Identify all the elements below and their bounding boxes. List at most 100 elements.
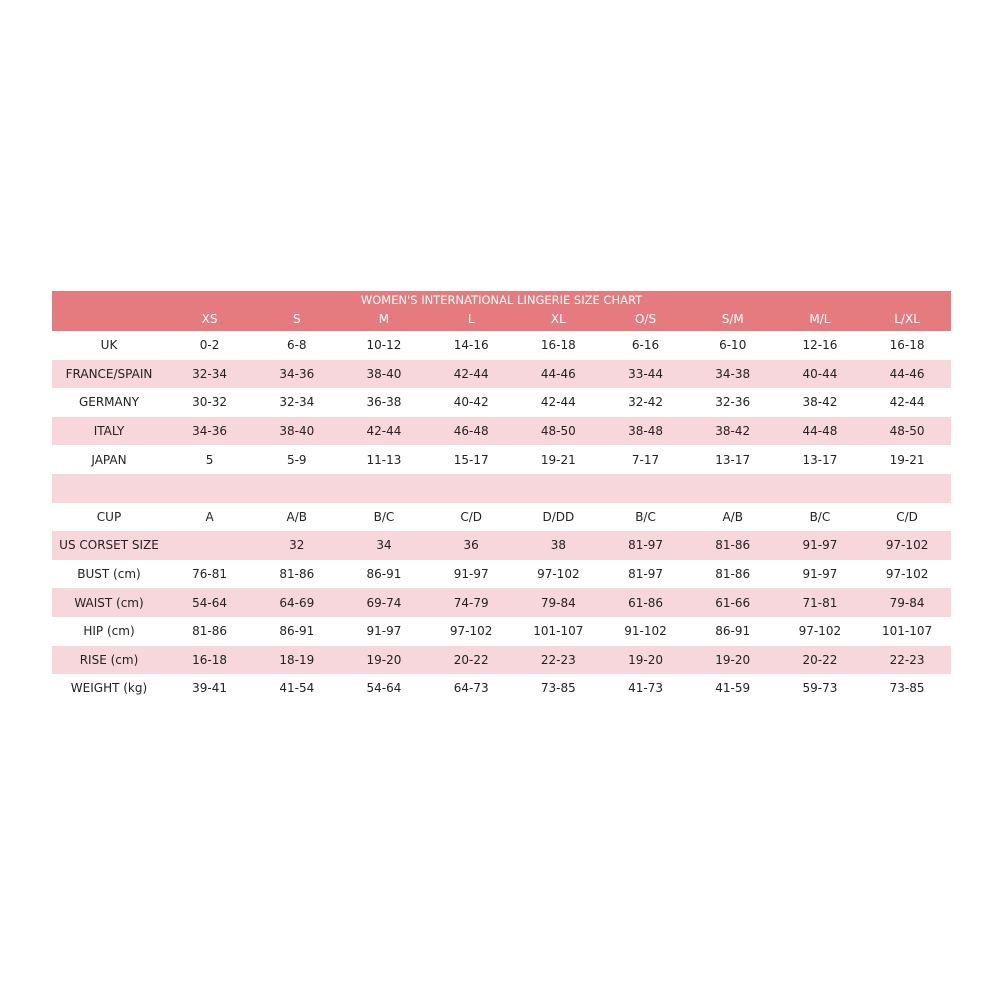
table-cell: 40-44 (802, 366, 838, 381)
table-cell: 34 (376, 538, 392, 553)
size-header-3: L (467, 312, 475, 326)
table-cell: 19-21 (540, 452, 576, 467)
table-cell: 86-91 (366, 567, 402, 582)
table-row: RISE (cm) 16-18 18-19 19-20 20-22 22-23 19-20 1… (52, 645, 951, 675)
table-cell: 14-16 (453, 338, 489, 353)
table-cell: 19-20 (628, 652, 663, 667)
table-cell: 38-48 (628, 424, 663, 439)
table-cell: 44-46 (889, 366, 925, 381)
table-cell: 44-46 (540, 366, 576, 381)
table-row: BUST (cm) 76-81 81-86 86-91 91-97 97-102 81-97… (52, 560, 951, 589)
table-cell: 38-42 (802, 395, 838, 410)
table-cell: 7-17 (631, 452, 660, 467)
row-label: RISE (cm) (79, 652, 139, 667)
table-row: ITALY 34-36 38-40 42-44 46-48 48-50 38-48 38-42… (52, 416, 951, 446)
table-cell: 97-102 (885, 538, 929, 553)
table-cell: 61-66 (715, 595, 751, 610)
table-cell: A (205, 509, 214, 524)
chart-title: WOMEN'S INTERNATIONAL LINGERIE SIZE CHAR… (360, 293, 643, 307)
table-cell: 91-97 (802, 538, 838, 553)
table-cell: 91-97 (366, 624, 402, 639)
table-cell: 18-19 (279, 652, 315, 667)
table-cell: 38-42 (715, 424, 751, 439)
table-cell: 22-23 (889, 652, 925, 667)
table-cell: 91-97 (453, 567, 489, 582)
table-cell: A/B (286, 509, 308, 524)
table-cell: 42-44 (453, 366, 489, 381)
table-cell: 13-17 (715, 452, 751, 467)
table-cell: 61-86 (628, 595, 663, 610)
row-label: ITALY (93, 424, 125, 439)
table-cell: 6-8 (286, 338, 307, 353)
size-header-0: XS (201, 312, 218, 326)
table-cell: 41-73 (628, 681, 663, 696)
table-cell: 0-2 (199, 338, 220, 353)
table-row: UK 0-2 6-8 10-12 14-16 16-18 6-16 6-10 12-16 16-1… (52, 331, 951, 360)
table-cell: 81-86 (715, 567, 751, 582)
table-cell: 38-40 (366, 366, 402, 381)
table-cell: 16-18 (540, 338, 576, 353)
table-cell: 46-48 (453, 424, 489, 439)
table-cell: 6-16 (631, 338, 660, 353)
table-cell: 32-34 (192, 366, 228, 381)
table-cell: 101-107 (882, 624, 933, 639)
table-cell: C/D (460, 509, 482, 524)
table-cell: 38 (550, 538, 566, 553)
row-label: WEIGHT (kg) (70, 681, 148, 696)
table-cell: 11-13 (366, 452, 402, 467)
table-cell: 42-44 (366, 424, 402, 439)
table-cell: 54-64 (192, 595, 228, 610)
table-cell: 32-42 (628, 395, 663, 410)
table-cell: 91-97 (802, 567, 838, 582)
table-cell: 97-102 (537, 567, 580, 582)
table-row: JAPAN 5 5-9 11-13 15-17 19-21 7-17 13-17 13-17 19… (52, 445, 951, 474)
table-cell: 20-22 (453, 652, 489, 667)
row-label: FRANCE/SPAIN (65, 366, 153, 381)
table-cell: 34-38 (715, 366, 751, 381)
table-cell: 97-102 (798, 624, 842, 639)
table-header: WOMEN'S INTERNATIONAL LINGERIE SIZE CHAR… (52, 291, 951, 331)
table-cell: 40-42 (453, 395, 489, 410)
row-label: UK (100, 338, 118, 353)
table-row: CUP A A/B B/C C/D D/DD B/C A/B B/C C/D (52, 503, 951, 532)
row-label: BUST (cm) (77, 567, 141, 582)
table-row: GERMANY 30-32 32-34 36-38 40-42 42-44 32-42 32-… (52, 388, 951, 417)
size-header-8: L/XL (894, 312, 920, 326)
table-cell: 15-17 (453, 452, 489, 467)
table-cell: 10-12 (366, 338, 402, 353)
table-cell: 34-36 (192, 424, 228, 439)
table-cell: 33-44 (628, 366, 663, 381)
table-cell: 59-73 (802, 681, 838, 696)
row-label: HIP (cm) (83, 624, 135, 639)
table-cell: 5 (205, 452, 214, 467)
header-label-spacer (52, 312, 166, 326)
table-cell: 6-10 (719, 338, 747, 353)
table-cell: 42-44 (889, 395, 925, 410)
table-cell: 73-85 (540, 681, 576, 696)
table-cell: 32-36 (715, 395, 751, 410)
table-cell: 39-41 (192, 681, 228, 696)
table-row: FRANCE/SPAIN 32-34 34-36 38-40 42-44 44-46 33-… (52, 359, 951, 389)
table-cell: B/C (809, 509, 831, 524)
table-cell: 101-107 (533, 624, 584, 639)
size-header-row: XS S M L XL O/S S/M M/L L/XL (52, 312, 951, 326)
table-cell: 86-91 (715, 624, 751, 639)
table-cell: 22-23 (540, 652, 576, 667)
table-cell: 41-54 (279, 681, 315, 696)
table-cell: 19-21 (889, 452, 925, 467)
table-cell: 30-32 (192, 395, 228, 410)
table-cell: 20-22 (802, 652, 838, 667)
table-cell: 16-18 (889, 338, 925, 353)
row-label: JAPAN (91, 452, 127, 467)
table-cell: 79-84 (540, 595, 576, 610)
table-cell: 64-73 (453, 681, 489, 696)
size-chart-table: WOMEN'S INTERNATIONAL LINGERIE SIZE CHAR… (52, 291, 951, 703)
table-cell: 74-79 (453, 595, 489, 610)
table-cell: 44-48 (802, 424, 838, 439)
table-row: HIP (cm) 81-86 86-91 91-97 97-102 101-107 91-1… (52, 617, 951, 646)
table-cell: B/C (635, 509, 656, 524)
table-body: UK 0-2 6-8 10-12 14-16 16-18 6-16 6-10 12-16 16-1… (52, 331, 951, 703)
table-cell: 81-86 (279, 567, 315, 582)
table-cell: B/C (373, 509, 395, 524)
table-cell: 32 (289, 538, 305, 553)
